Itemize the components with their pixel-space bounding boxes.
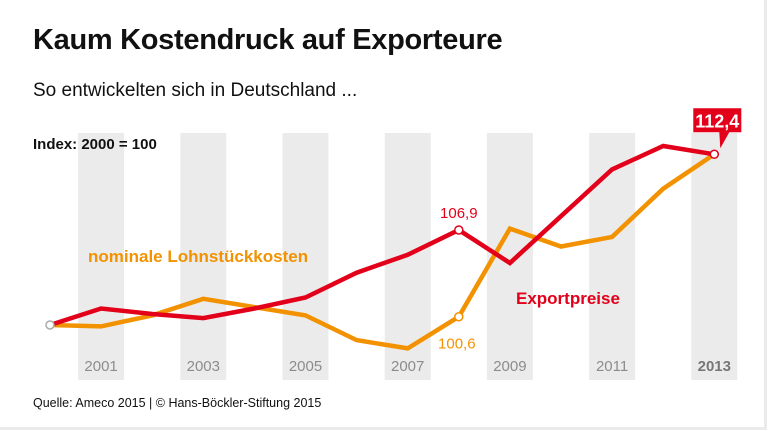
series-label-exportpreise: Exportpreise xyxy=(516,289,620,308)
callout-2013: 112,4 xyxy=(693,108,742,149)
x-tick-label-2009: 2009 xyxy=(493,358,526,375)
x-tick-label-2013: 2013 xyxy=(698,358,731,375)
annotation-exportpreise-2008: 106,9 xyxy=(440,205,478,222)
series-line-exportpreise xyxy=(49,143,715,328)
series-label-lohnstueckkosten: nominale Lohnstückkosten xyxy=(88,247,308,266)
x-tick-label-2005: 2005 xyxy=(289,358,322,375)
year-band-2003 xyxy=(180,133,227,380)
index-note: Index: 2000 = 100 xyxy=(33,136,157,153)
callout-box xyxy=(693,108,742,149)
annotations: nominale Lohnstückkosten Exportpreise 10… xyxy=(88,108,742,353)
chart-subtitle: So entwickelten sich in Deutschland ... xyxy=(33,80,358,101)
year-band-2011 xyxy=(589,133,636,380)
series-lines xyxy=(49,143,716,351)
x-tick-label-2003: 2003 xyxy=(187,358,220,375)
x-axis-tick-labels: 2001 2003 2005 2007 2009 2011 2013 xyxy=(84,358,731,375)
x-tick-label-2001: 2001 xyxy=(84,358,117,375)
x-tick-label-2007: 2007 xyxy=(391,358,424,375)
start-marker-2000 xyxy=(45,320,55,330)
source-note: Quelle: Ameco 2015 | © Hans-Böckler-Stif… xyxy=(33,396,322,410)
marker-2013 xyxy=(709,149,720,160)
year-band-2005 xyxy=(282,133,329,380)
annotation-lohnstueckkosten-2008: 100,6 xyxy=(438,336,476,353)
year-band-2013 xyxy=(691,133,738,380)
marker-exportpreise-2008 xyxy=(454,225,464,235)
marker-lohnstueckkosten-2008 xyxy=(454,311,464,322)
chart-title: Kaum Kostendruck auf Exporteure xyxy=(33,24,503,56)
series-markers xyxy=(45,149,720,330)
year-bands xyxy=(78,133,738,380)
year-band-2001 xyxy=(78,133,125,380)
callout-value: 112,4 xyxy=(695,111,739,131)
x-tick-label-2011: 2011 xyxy=(596,358,628,375)
